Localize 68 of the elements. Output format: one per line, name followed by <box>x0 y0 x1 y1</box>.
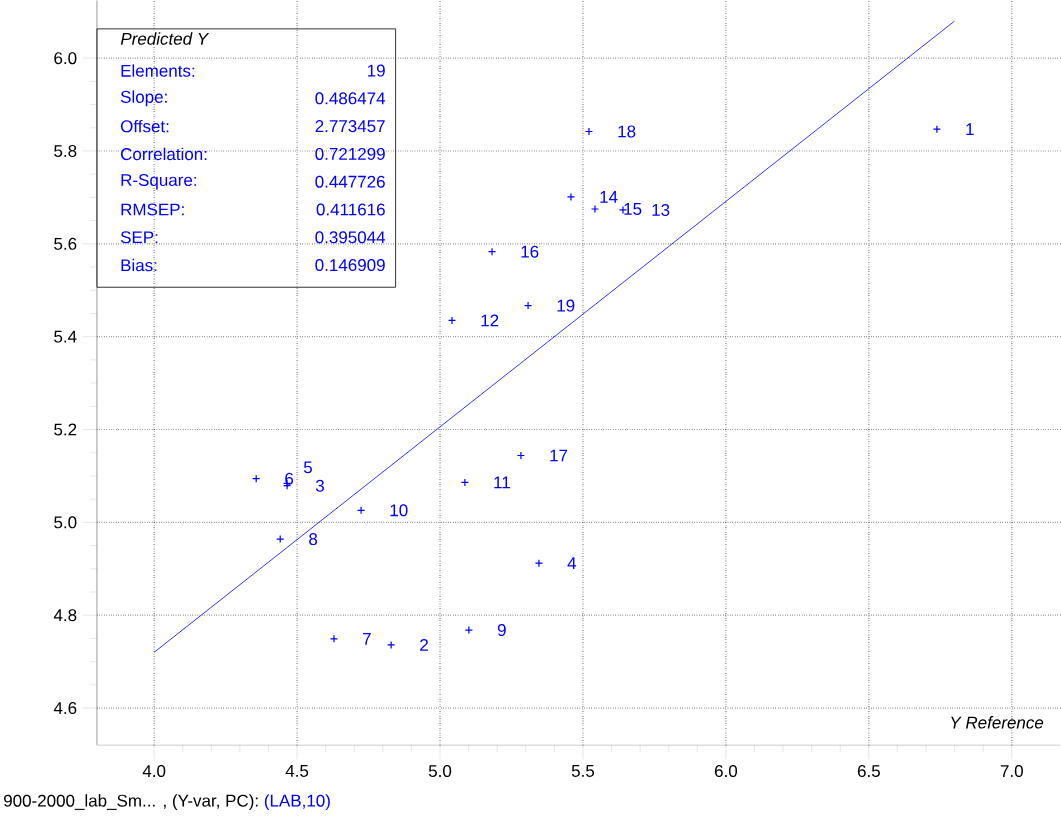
point <box>387 640 396 649</box>
annotation: 3 <box>315 479 324 492</box>
x-tick-label: 7.0 <box>1000 764 1023 777</box>
y-tick-label: 5.6 <box>54 237 77 250</box>
annotation: 19 <box>367 64 385 77</box>
annotation: 8 <box>309 532 318 546</box>
x-tick-label: 4.5 <box>285 764 309 777</box>
annotation: Elements: <box>121 64 195 77</box>
annotation: 2.773457 <box>315 120 385 133</box>
y-tick-label: 4.6 <box>53 701 77 714</box>
x-tick-label: 5.0 <box>428 764 452 777</box>
point <box>523 301 533 310</box>
annotation: 4 <box>567 557 577 569</box>
annotation: 0.486474 <box>315 92 386 105</box>
point <box>487 247 497 256</box>
annotation: Correlation: <box>121 147 207 161</box>
y-tick-label: 5.2 <box>54 423 77 436</box>
point <box>464 625 473 635</box>
text: (LAB,10) <box>264 794 330 810</box>
annotation: 9 <box>497 623 506 636</box>
x-axis-title: Y Reference <box>951 716 1044 729</box>
annotation: 16 <box>521 245 539 258</box>
annotation: 15 <box>624 203 642 215</box>
annotation: 5 <box>303 461 312 474</box>
y-tick-label: 5.4 <box>54 330 77 343</box>
annotation: 2 <box>420 638 428 651</box>
x-tick-label: 5.5 <box>571 764 595 777</box>
annotation: 0.447726 <box>315 175 385 188</box>
point <box>584 127 594 136</box>
point <box>566 192 576 201</box>
y-tick-label: 5.0 <box>54 516 77 529</box>
y-tick-label: 6.0 <box>54 52 77 65</box>
point <box>329 634 339 643</box>
annotation: 11 <box>494 476 510 489</box>
annotation: 7 <box>363 632 371 645</box>
point <box>460 478 469 487</box>
annotation: 10 <box>390 504 408 517</box>
y-axis-title: Predicted Y <box>120 32 210 45</box>
x-tick-label: 4.0 <box>142 764 166 777</box>
y-tick-label: 5.8 <box>54 144 77 157</box>
point <box>447 316 457 325</box>
point <box>357 506 366 515</box>
annotation: SEP: <box>120 231 158 244</box>
annotation: RMSEP: <box>121 203 184 216</box>
annotation: R-Square: <box>121 173 197 190</box>
annotation: Offset: <box>120 119 169 133</box>
y-tick-label: 4.8 <box>53 609 77 622</box>
annotation: Slope: <box>120 90 167 107</box>
annotation: 18 <box>618 125 636 138</box>
annotation: 12 <box>481 314 499 327</box>
annotation: 14 <box>600 191 618 203</box>
annotation: 1 <box>966 123 974 135</box>
annotation: 17 <box>550 449 568 462</box>
point <box>534 559 544 568</box>
point <box>276 534 285 544</box>
annotation: 0.395044 <box>315 231 386 244</box>
annotation: 13 <box>652 203 670 216</box>
annotation: 19 <box>557 299 575 312</box>
annotation: 0.721299 <box>315 147 385 160</box>
x-tick-label: 6.0 <box>714 764 738 777</box>
text: 900-2000_lab_Sm... , (Y-var, PC): <box>4 794 258 810</box>
annotation: 0.411616 <box>316 203 385 216</box>
point <box>590 204 600 214</box>
annotation: Bias: <box>121 258 157 272</box>
point <box>932 125 941 134</box>
x-tick-label: 6.5 <box>857 764 880 777</box>
point <box>516 451 526 460</box>
annotation: 0.146909 <box>315 258 385 271</box>
